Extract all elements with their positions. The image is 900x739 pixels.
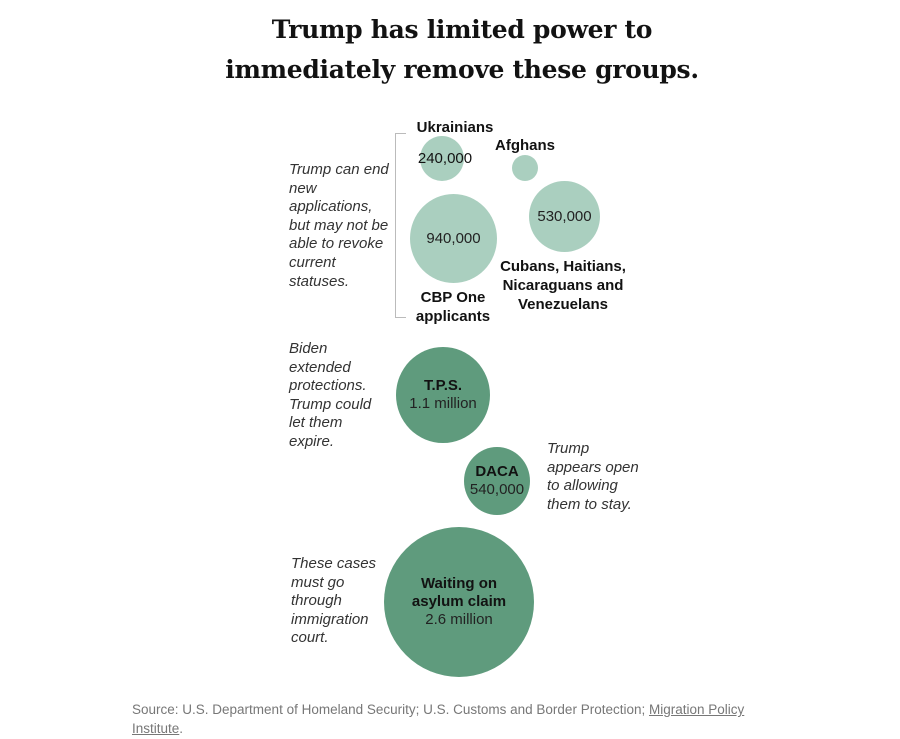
label-cbp-one: CBP One applicants (415, 289, 491, 325)
bracket-divider (395, 133, 406, 318)
label-ukrainians: Ukrainians (416, 119, 494, 136)
value-chnv: 530,000 (537, 207, 592, 225)
source-link[interactable]: Migration Policy Institute (132, 702, 745, 736)
title-line-1: Trump has limited power to (271, 15, 653, 44)
bubble-cuban-haitian-nicaraguan-venezuelan: 530,000 (529, 181, 600, 252)
value-cbp-one: 940,000 (426, 229, 481, 247)
bubble-cbp-one: 940,000 (410, 194, 497, 283)
value-tps: 1.1 million (409, 395, 477, 412)
value-ukrainians: 240,000 (417, 150, 473, 167)
note-asylum: These cases must go through immigration … (291, 555, 377, 647)
source-text: Source: U.S. Department of Homeland Secu… (132, 702, 649, 717)
bubble-ukrainians (420, 136, 464, 181)
chart-title: Trump has limited power to immediately r… (0, 10, 900, 90)
label-asylum: Waiting on asylum claim (411, 575, 507, 610)
bubble-daca: DACA 540,000 (464, 447, 530, 515)
note-daca: Trump appears open to allowing them to s… (547, 440, 639, 513)
note-group2: Biden extended protections. Trump could … (289, 340, 372, 450)
title-line-2: immediately remove these groups. (225, 55, 699, 84)
bubble-afghans (512, 155, 538, 181)
note-group1: Trump can end new applications, but may … (289, 161, 389, 290)
bubble-tps: T.P.S. 1.1 million (396, 347, 490, 443)
label-afghans: Afghans (495, 137, 555, 154)
value-asylum: 2.6 million (425, 611, 493, 628)
source-suffix: . (179, 721, 184, 736)
label-chnv: Cubans, Haitians, Nicaraguans and Venezu… (500, 258, 626, 313)
bubble-asylum: Waiting on asylum claim 2.6 million (384, 527, 534, 677)
label-tps: T.P.S. (423, 377, 463, 394)
label-daca: DACA (475, 463, 519, 480)
source-note: Source: U.S. Department of Homeland Secu… (132, 700, 772, 738)
value-daca: 540,000 (469, 481, 525, 498)
